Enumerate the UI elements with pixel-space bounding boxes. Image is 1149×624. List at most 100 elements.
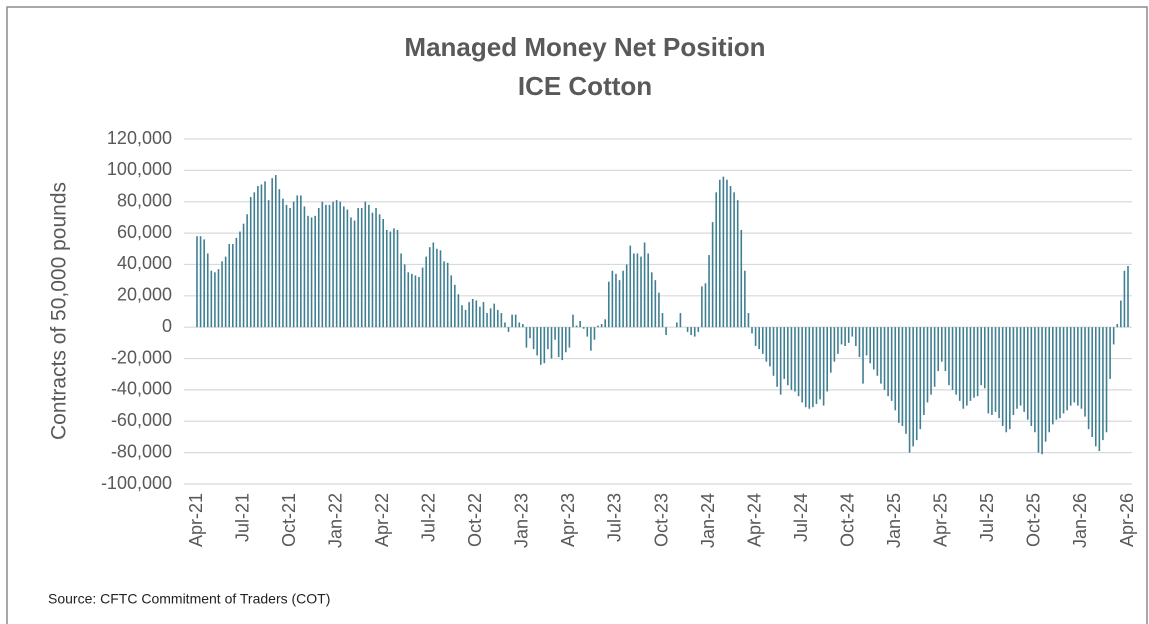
bar [536,327,538,356]
bar [851,327,854,337]
bar [385,229,388,328]
bar [360,208,363,328]
bar [754,327,757,346]
bar [292,201,295,328]
bar [822,327,825,406]
bar [414,275,417,328]
x-tick-label: Apr-21 [186,493,206,547]
x-tick-label: Apr-25 [931,493,951,547]
bar [937,327,940,372]
y-tick-label: -100,000 [101,473,172,493]
bar [890,327,893,401]
bar [819,327,821,400]
bar [371,212,374,328]
bar [1016,327,1018,409]
bar [582,327,585,329]
bar [357,208,359,328]
bar [590,327,592,351]
x-tick-label: Jul-21 [232,493,252,542]
bar [1091,327,1093,437]
bar [307,215,309,328]
bar [1055,327,1058,420]
bar [303,206,306,328]
bar [267,200,270,328]
bar [840,327,843,345]
bar [586,327,589,337]
bar [747,313,750,328]
bar [518,322,521,328]
bar [314,215,316,328]
bar [572,314,574,328]
bar [812,327,814,408]
bar [1084,327,1086,417]
bar [772,327,775,376]
bar [203,239,205,328]
bar [815,327,818,405]
bar [876,327,879,376]
bar [880,327,882,384]
bar [615,273,617,328]
bar [948,327,950,386]
bar [221,261,223,328]
bar [514,314,517,328]
chart-subtitle: ICE Cotton [518,71,652,101]
bar [1105,327,1108,433]
bar [1005,327,1008,433]
bar [654,280,657,328]
bar [443,261,445,328]
bar [557,327,560,357]
bar [232,244,234,328]
bar [930,327,932,395]
bar [214,272,216,328]
bar [715,192,718,328]
bar [325,204,327,328]
bar [450,275,453,328]
bar [643,242,646,328]
bar [439,250,442,328]
bar [400,253,402,328]
bar [278,189,281,328]
x-tick-label: Oct-24 [837,493,857,547]
bar [794,327,796,392]
bar [289,208,291,328]
bar [396,229,399,328]
bar [271,178,273,328]
bar [300,195,302,328]
bar [633,253,635,328]
bar [887,327,889,397]
bar [1030,327,1033,426]
bar [607,281,610,328]
bar [264,181,266,328]
bar [1080,327,1083,409]
y-tick-label: 0 [162,316,172,336]
bar [640,256,642,328]
bar [317,208,320,328]
bar [636,253,639,328]
bar [224,256,227,328]
bar [941,327,943,362]
bar [912,327,914,447]
bar [758,327,760,350]
bar [328,204,331,328]
bar [790,327,793,390]
bar [375,208,377,328]
bar [332,201,334,328]
bar [862,327,864,384]
bar [847,327,850,343]
bar [708,255,710,328]
bar [532,327,535,350]
bar [257,186,259,328]
bar [923,327,925,415]
bar [801,327,803,403]
x-tick-label: Jan-23 [512,493,532,548]
bar [901,327,904,426]
bar [285,204,288,328]
bar [554,327,556,340]
bar [976,327,979,397]
bar [622,270,624,328]
bar [661,313,664,328]
bar [1009,327,1011,430]
bar [690,327,692,336]
bar [779,327,782,395]
bar [797,327,800,397]
